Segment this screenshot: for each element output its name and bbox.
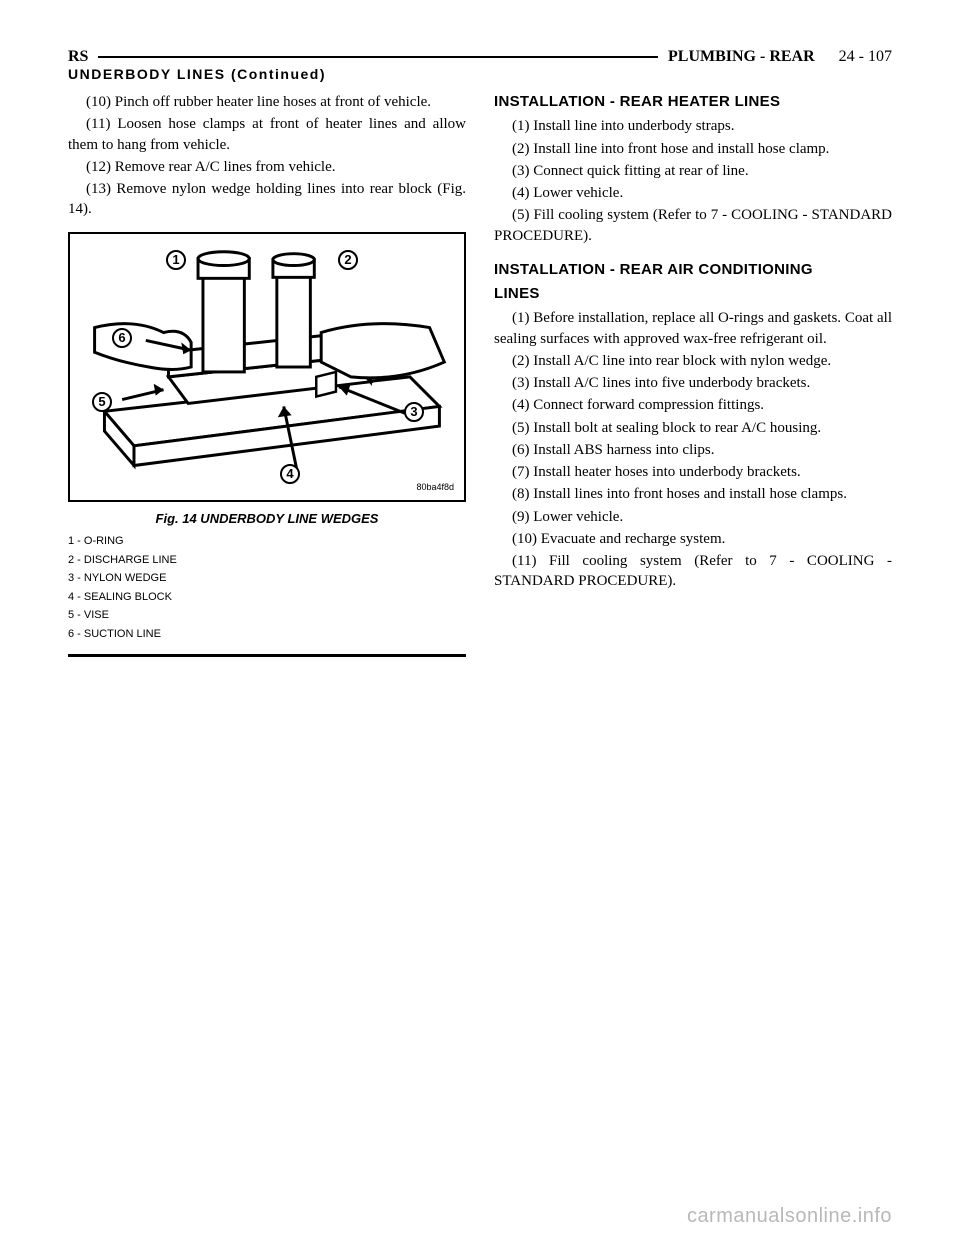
heater-step-4: (4) Lower vehicle. (494, 183, 892, 203)
heater-step-1: (1) Install line into underbody straps. (494, 116, 892, 136)
content-columns: (10) Pinch off rubber heater line hoses … (68, 92, 892, 665)
page-header: RS PLUMBING - REAR 24 - 107 (68, 48, 892, 66)
step-10: (10) Pinch off rubber heater line hoses … (68, 92, 466, 112)
legend-3: 3 - NYLON WEDGE (68, 570, 466, 588)
callout-5: 5 (92, 392, 112, 412)
ac-step-1: (1) Before installation, replace all O-r… (494, 308, 892, 349)
heading-rear-ac-line2: LINES (494, 284, 892, 304)
figure-id-label: 80ba4f8d (416, 481, 454, 493)
heater-step-2: (2) Install line into front hose and ins… (494, 139, 892, 159)
header-rule (98, 56, 658, 58)
ac-step-4: (4) Connect forward compression fittings… (494, 395, 892, 415)
figure-14: 1 2 3 4 5 6 80ba4f8d Fig. 14 UNDERBODY L… (68, 232, 466, 657)
heading-rear-ac-line1: INSTALLATION - REAR AIR CONDITIONING (494, 260, 892, 280)
figure-caption: Fig. 14 UNDERBODY LINE WEDGES (68, 510, 466, 528)
left-column: (10) Pinch off rubber heater line hoses … (68, 92, 466, 665)
legend-1: 1 - O-RING (68, 533, 466, 551)
legend-5: 5 - VISE (68, 607, 466, 625)
figure-svg (70, 234, 464, 500)
legend-4: 4 - SEALING BLOCK (68, 589, 466, 607)
header-section: PLUMBING - REAR (668, 48, 815, 66)
section-continued-title: UNDERBODY LINES (Continued) (68, 66, 892, 82)
figure-bottom-rule (68, 654, 466, 657)
ac-step-9: (9) Lower vehicle. (494, 507, 892, 527)
ac-step-10: (10) Evacuate and recharge system. (494, 529, 892, 549)
right-column: INSTALLATION - REAR HEATER LINES (1) Ins… (494, 92, 892, 665)
callout-2: 2 (338, 250, 358, 270)
step-12: (12) Remove rear A/C lines from vehicle. (68, 157, 466, 177)
step-13: (13) Remove nylon wedge holding lines in… (68, 179, 466, 220)
header-page: 24 - 107 (839, 48, 892, 66)
ac-step-8: (8) Install lines into front hoses and i… (494, 484, 892, 504)
ac-step-2: (2) Install A/C line into rear block wit… (494, 351, 892, 371)
ac-step-11: (11) Fill cooling system (Refer to 7 - C… (494, 551, 892, 592)
ac-step-5: (5) Install bolt at sealing block to rea… (494, 418, 892, 438)
step-11: (11) Loosen hose clamps at front of heat… (68, 114, 466, 155)
figure-illustration: 1 2 3 4 5 6 80ba4f8d (68, 232, 466, 502)
legend-2: 2 - DISCHARGE LINE (68, 552, 466, 570)
callout-4: 4 (280, 464, 300, 484)
heading-rear-heater: INSTALLATION - REAR HEATER LINES (494, 92, 892, 112)
heater-step-5: (5) Fill cooling system (Refer to 7 - CO… (494, 205, 892, 246)
figure-legend: 1 - O-RING 2 - DISCHARGE LINE 3 - NYLON … (68, 533, 466, 644)
ac-step-3: (3) Install A/C lines into five underbod… (494, 373, 892, 393)
ac-step-7: (7) Install heater hoses into underbody … (494, 462, 892, 482)
ac-step-6: (6) Install ABS harness into clips. (494, 440, 892, 460)
legend-6: 6 - SUCTION LINE (68, 626, 466, 644)
watermark: carmanualsonline.info (687, 1205, 892, 1228)
heater-step-3: (3) Connect quick fitting at rear of lin… (494, 161, 892, 181)
callout-3: 3 (404, 402, 424, 422)
callout-6: 6 (112, 328, 132, 348)
callout-1: 1 (166, 250, 186, 270)
header-model: RS (68, 48, 88, 66)
